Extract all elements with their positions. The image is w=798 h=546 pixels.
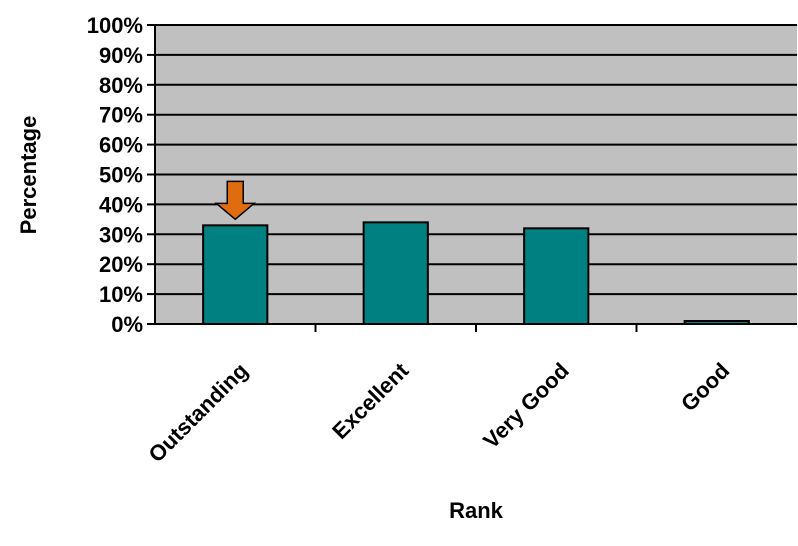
y-tick-label: 30%: [99, 222, 143, 247]
y-tick-label: 0%: [111, 312, 143, 337]
y-tick-label: 10%: [99, 282, 143, 307]
x-category-label: Very Good: [478, 358, 573, 453]
x-category-label: Outstanding: [144, 358, 253, 467]
x-category-label: Excellent: [327, 357, 413, 443]
y-tick-label: 70%: [99, 103, 143, 128]
y-tick-label: 50%: [99, 163, 143, 188]
y-tick-label: 90%: [99, 43, 143, 68]
y-tick-label: 60%: [99, 133, 143, 158]
x-axis-title: Rank: [449, 498, 504, 523]
bar-very-good: [523, 227, 590, 326]
y-tick-label: 40%: [99, 192, 143, 217]
y-axis-title: Percentage: [16, 116, 41, 235]
y-tick-label: 20%: [99, 252, 143, 277]
bars: [202, 221, 750, 326]
highlight-arrow-icon: [214, 180, 257, 221]
x-category-labels: Outstanding Excellent Very Good Good: [144, 357, 735, 467]
y-tick-label: 80%: [99, 73, 143, 98]
down-arrow-icon: [214, 180, 257, 221]
gridlines: [147, 24, 797, 325]
x-category-label: Good: [676, 358, 734, 416]
y-tick-labels: 0% 10% 20% 30% 40% 50% 60% 70% 80% 90% 100%: [87, 13, 143, 337]
bar-outstanding: [202, 224, 269, 325]
bar-excellent: [362, 221, 429, 325]
axes: [154, 25, 797, 332]
y-tick-label: 100%: [87, 13, 143, 38]
